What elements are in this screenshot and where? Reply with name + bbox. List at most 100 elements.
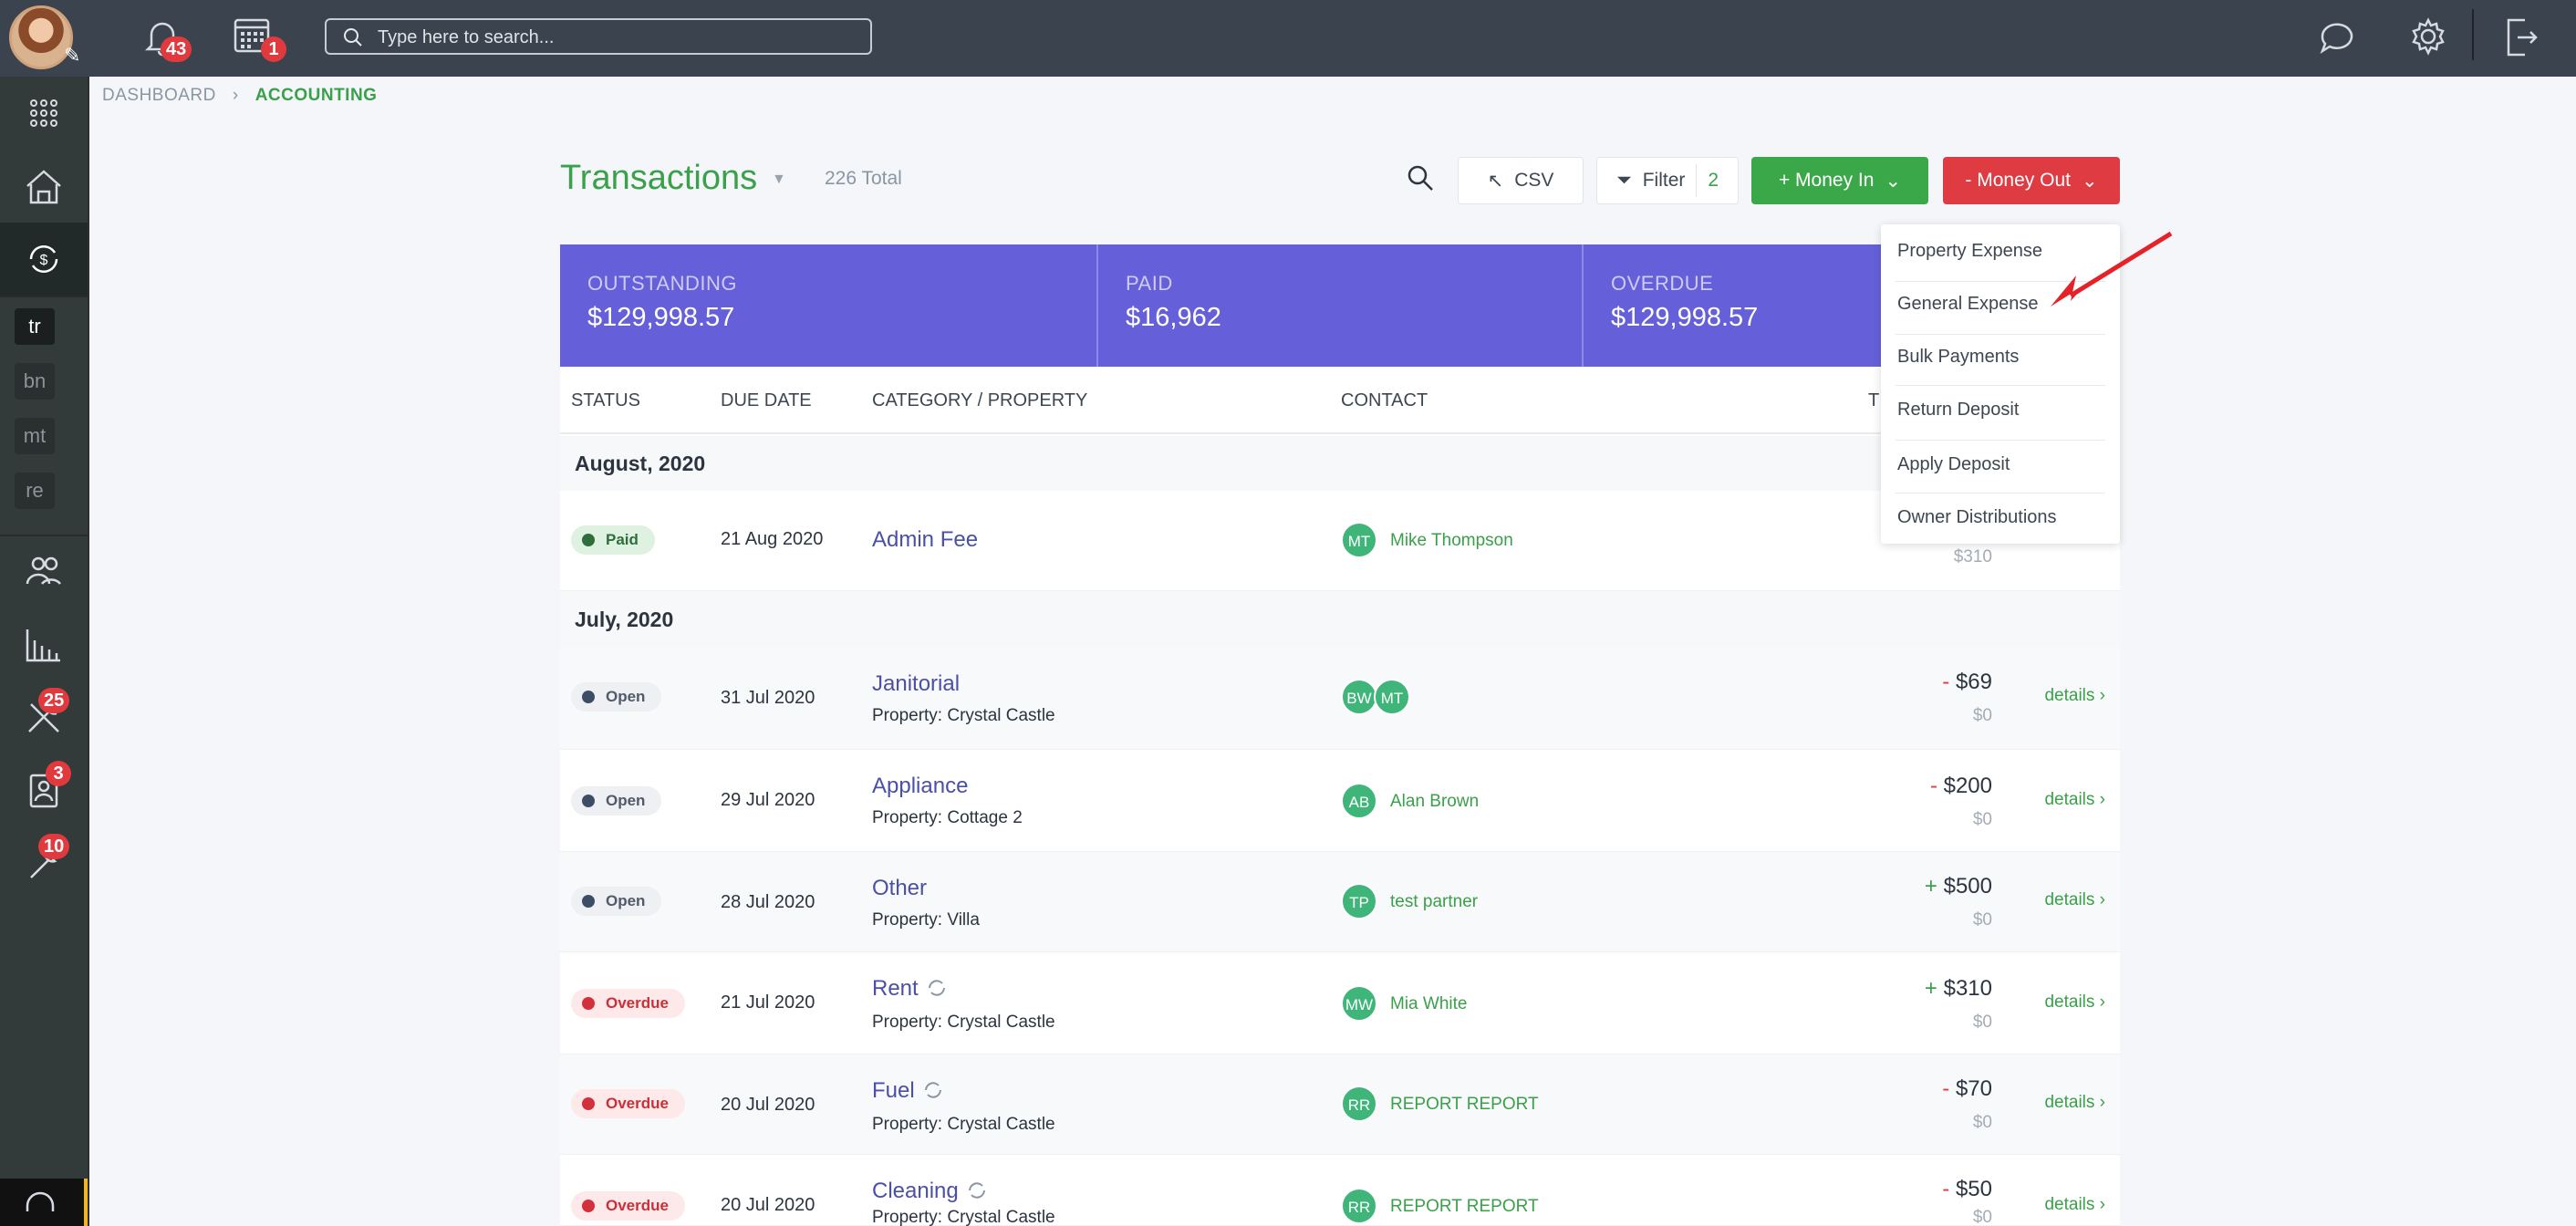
page-title[interactable]: Transactions — [560, 159, 758, 197]
column-status[interactable]: STATUS — [571, 390, 640, 410]
building-icon — [26, 170, 61, 204]
contact-name[interactable]: Mike Thompson — [1390, 531, 1513, 550]
summary-overdue: OVERDUE $129,998.57 — [1584, 244, 1967, 367]
paid-amount: $0 — [1972, 1208, 1992, 1226]
global-search[interactable] — [325, 18, 872, 55]
details-link[interactable]: details › — [2044, 992, 2105, 1012]
column-contact[interactable]: CONTACT — [1341, 390, 1428, 410]
column-total[interactable]: T — [1868, 390, 1880, 410]
filter-button[interactable]: ⏷ Filter 2 — [1596, 157, 1739, 204]
money-in-label: + Money In — [1778, 170, 1875, 191]
details-link[interactable]: details › — [2044, 686, 2105, 705]
calendar-icon[interactable]: 1 — [230, 13, 286, 64]
contact-name[interactable]: REPORT REPORT — [1390, 1197, 1539, 1216]
details-link[interactable]: details › — [2044, 1093, 2105, 1112]
table-row[interactable]: Open 28 Jul 2020 Other Property: Villa T… — [560, 852, 2120, 952]
contact-avatar[interactable]: BW — [1341, 679, 1377, 715]
menu-item-general-expense[interactable]: General Expense — [1897, 294, 2039, 314]
sidebar-shortcut-tr[interactable]: tr — [15, 308, 55, 345]
topbar-divider — [2472, 9, 2474, 60]
contact-name[interactable]: Alan Brown — [1390, 792, 1480, 811]
details-link[interactable]: details › — [2044, 1195, 2105, 1214]
table-row[interactable]: Overdue 20 Jul 2020 Cleaning Property: C… — [560, 1155, 2120, 1226]
category-link[interactable]: Other — [872, 876, 928, 900]
support-headset[interactable] — [0, 1179, 88, 1226]
category-link[interactable]: Appliance — [872, 774, 969, 798]
sidebar-divider — [0, 535, 88, 536]
sidebar-properties[interactable] — [0, 150, 88, 223]
property-name: Property: Crystal Castle — [872, 1208, 1055, 1226]
paid-amount: $0 — [1972, 910, 1992, 930]
menu-divider — [1896, 281, 2105, 282]
contact-avatar[interactable]: RR — [1341, 1086, 1377, 1122]
status-badge: Open — [571, 786, 662, 816]
table-row[interactable]: Open 29 Jul 2020 Appliance Property: Cot… — [560, 750, 2120, 852]
outstanding-value: $129,998.57 — [587, 303, 735, 332]
sidebar-contacts[interactable] — [0, 535, 88, 608]
chevron-down-icon: ⌄ — [1885, 170, 1902, 192]
contact-name[interactable]: Mia White — [1390, 994, 1468, 1013]
csv-export-button[interactable]: ↖ CSV — [1458, 157, 1584, 204]
user-avatar[interactable] — [9, 5, 73, 69]
sidebar-reports[interactable] — [0, 608, 88, 681]
caret-down-icon[interactable]: ▼ — [772, 171, 786, 187]
export-arrow-icon: ↖ — [1487, 170, 1504, 192]
table-row[interactable]: Paid 21 Aug 2020 Admin Fee MT Mike Thomp… — [560, 491, 2120, 591]
details-link[interactable]: details › — [2044, 890, 2105, 909]
sidebar-maintenance[interactable]: 25 — [0, 681, 88, 753]
contact-avatar[interactable]: MT — [1341, 522, 1377, 558]
details-link[interactable]: details › — [2044, 790, 2105, 809]
table-row[interactable]: Overdue 20 Jul 2020 Fuel Property: Cryst… — [560, 1055, 2120, 1155]
table-header: STATUS DUE DATE CATEGORY / PROPERTY CONT… — [560, 367, 2120, 434]
menu-item-owner-distributions[interactable]: Owner Distributions — [1897, 507, 2057, 527]
contact-avatar[interactable]: AB — [1341, 783, 1377, 819]
sidebar-apps[interactable] — [0, 77, 88, 150]
money-out-button[interactable]: - Money Out ⌄ — [1943, 157, 2120, 204]
money-in-button[interactable]: + Money In ⌄ — [1751, 157, 1928, 204]
sidebar-divider — [0, 296, 88, 297]
logout-icon[interactable] — [2498, 13, 2549, 64]
tools-count-badge: 10 — [38, 834, 70, 859]
category-link[interactable]: Janitorial — [872, 671, 961, 696]
column-category[interactable]: CATEGORY / PROPERTY — [872, 390, 1088, 410]
sidebar-tenants[interactable]: 3 — [0, 753, 88, 826]
summary-paid: PAID $16,962 — [1098, 244, 1584, 367]
amount: - $50 — [1942, 1177, 1992, 1201]
contact-avatar[interactable]: MW — [1341, 985, 1377, 1022]
transactions-total: 226 Total — [825, 168, 902, 189]
amount: + $310 — [1924, 976, 1992, 1001]
filter-label: Filter — [1642, 170, 1686, 191]
sidebar-accounting[interactable]: $ — [0, 223, 88, 296]
sidebar-shortcut-re[interactable]: re — [15, 473, 55, 509]
menu-item-property-expense[interactable]: Property Expense — [1897, 241, 2042, 261]
contact-name[interactable]: REPORT REPORT — [1390, 1095, 1539, 1114]
notifications-bell-icon[interactable]: 43 — [137, 13, 192, 64]
contact-avatar[interactable]: RR — [1341, 1188, 1377, 1224]
sidebar-shortcut-bn[interactable]: bn — [15, 363, 55, 400]
menu-item-return-deposit[interactable]: Return Deposit — [1897, 400, 2020, 420]
search-icon[interactable] — [1407, 164, 1434, 192]
column-due-date[interactable]: DUE DATE — [721, 390, 812, 410]
settings-gear-icon[interactable] — [2405, 13, 2456, 64]
category-link[interactable]: Rent — [872, 976, 948, 1002]
table-row[interactable]: Overdue 21 Jul 2020 Rent Property: Cryst… — [560, 952, 2120, 1055]
search-input[interactable] — [378, 26, 852, 49]
tenants-count-badge: 3 — [46, 761, 71, 786]
category-link[interactable]: Admin Fee — [872, 527, 979, 552]
category-link[interactable]: Cleaning — [872, 1179, 988, 1204]
menu-item-bulk-payments[interactable]: Bulk Payments — [1897, 347, 2020, 367]
chat-icon[interactable] — [2313, 13, 2364, 64]
sidebar-tools[interactable]: 10 — [0, 826, 88, 899]
breadcrumb-accounting: ACCOUNTING — [254, 86, 378, 105]
contact-avatar[interactable]: TP — [1341, 883, 1377, 920]
menu-divider — [1896, 385, 2105, 386]
due-date: 28 Jul 2020 — [721, 892, 815, 912]
category-link[interactable]: Fuel — [872, 1078, 944, 1104]
contact-avatar[interactable]: MT — [1374, 679, 1410, 715]
menu-item-apply-deposit[interactable]: Apply Deposit — [1897, 454, 2010, 474]
table-row[interactable]: Open 31 Jul 2020 Janitorial Property: Cr… — [560, 648, 2120, 750]
sidebar-shortcut-mt[interactable]: mt — [15, 418, 55, 454]
contact-name[interactable]: test partner — [1390, 892, 1479, 911]
breadcrumb-dashboard[interactable]: DASHBOARD — [102, 86, 216, 105]
apps-grid-icon — [30, 99, 57, 127]
